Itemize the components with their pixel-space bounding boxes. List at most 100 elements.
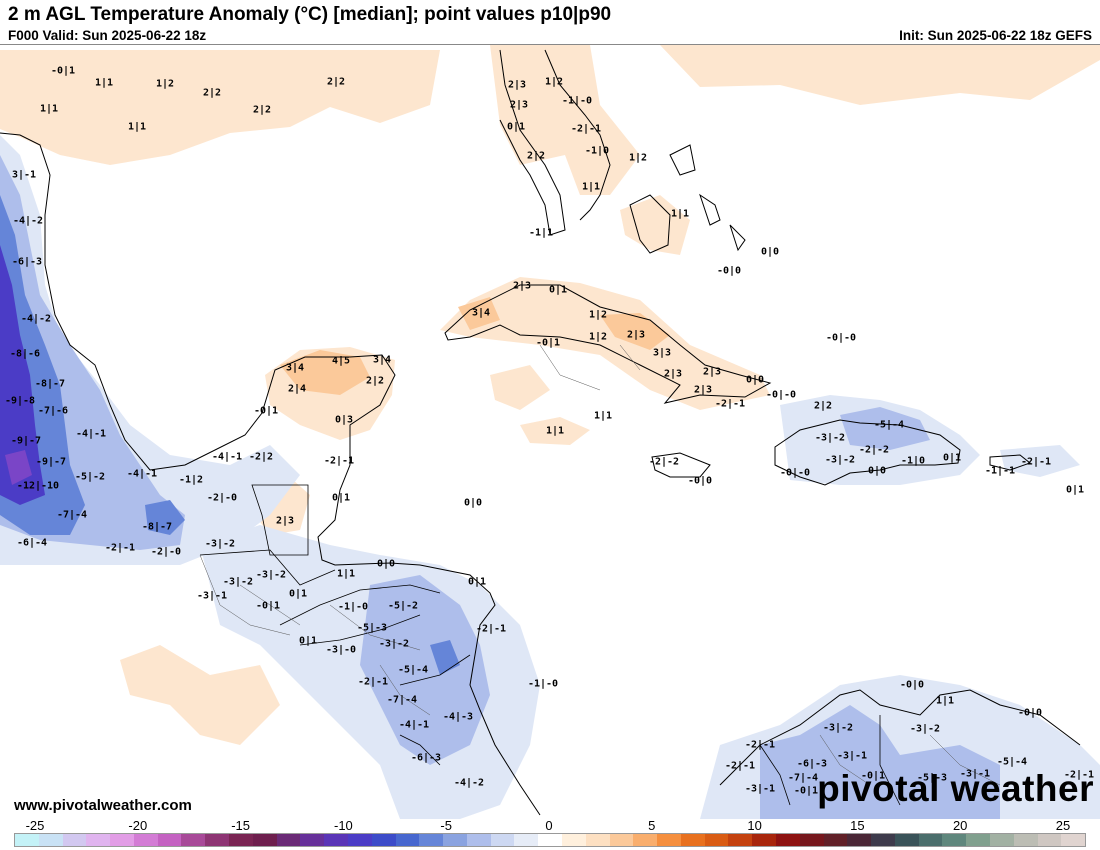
point-value-label: 0|0	[376, 558, 396, 570]
colorbar-tick-label: 0	[545, 818, 553, 833]
point-value-label: -6|-3	[11, 256, 43, 268]
point-value-label: 2|3	[275, 515, 295, 527]
point-value-label: -1|0	[584, 145, 610, 157]
point-value-label: -0|0	[1017, 707, 1043, 719]
point-value-label: 1|2	[155, 78, 175, 90]
point-value-label: -7|-4	[56, 509, 88, 521]
colorbar-swatch	[157, 834, 182, 846]
point-value-label: -2|-1	[570, 123, 602, 135]
point-value-label: -4|-1	[75, 428, 107, 440]
point-value-label: -3|-2	[378, 638, 410, 650]
point-value-label: -0|0	[716, 265, 742, 277]
colorbar-tick-label: 25	[1055, 818, 1071, 833]
brand-logo: pivotal weather	[817, 768, 1094, 809]
colorbar-swatch	[823, 834, 848, 846]
point-value-label: -6|-4	[16, 537, 48, 549]
point-value-label: 2|3	[626, 329, 646, 341]
point-value-label: -2|-0	[206, 492, 238, 504]
colorbar-swatch	[776, 834, 800, 846]
point-value-label: -3|-1	[744, 783, 776, 795]
point-value-label: -1|1	[528, 227, 554, 239]
cold-areas	[0, 155, 1000, 819]
point-value-label: -1|-0	[561, 95, 593, 107]
point-value-label: -5|-4	[996, 756, 1028, 768]
colorbar-swatch	[133, 834, 158, 846]
colorbar-swatch	[300, 834, 325, 846]
point-value-label: -2|-0	[150, 546, 182, 558]
point-value-label: -5|-4	[397, 664, 429, 676]
colorbar-swatch	[276, 834, 301, 846]
colorbar-swatch	[680, 834, 705, 846]
point-value-label: 2|2	[813, 400, 833, 412]
colorbar-swatch	[252, 834, 277, 846]
point-value-label: -6|-3	[410, 752, 442, 764]
point-value-label: -2|-2	[858, 444, 890, 456]
point-value-label: 1|1	[127, 121, 147, 133]
point-value-label: 1|1	[39, 103, 59, 115]
colorbar-swatch	[205, 834, 230, 846]
point-value-label: -5|-3	[356, 622, 388, 634]
point-value-label: 2|2	[202, 87, 222, 99]
point-value-label: -9|-7	[10, 435, 42, 447]
colorbar-swatch	[1061, 834, 1086, 846]
colorbar-swatch	[633, 834, 658, 846]
point-value-label: -9|-8	[4, 395, 36, 407]
point-value-label: 2|4	[287, 383, 307, 395]
point-value-label: 0|1	[1065, 484, 1085, 496]
colorbar-swatch	[894, 834, 919, 846]
colorbar-swatch	[942, 834, 967, 846]
point-value-label: 1|1	[935, 695, 955, 707]
init-time: Init: Sun 2025-06-22 18z GEFS	[899, 28, 1092, 43]
point-value-label: -4|-1	[211, 451, 243, 463]
colorbar-swatch	[1013, 834, 1038, 846]
point-value-label: 2|2	[365, 375, 385, 387]
point-value-label: 1|1	[670, 208, 690, 220]
colorbar-swatch	[324, 834, 348, 846]
point-value-label: -0|-0	[825, 332, 857, 344]
point-value-label: 1|2	[544, 76, 564, 88]
point-value-label: 3|-1	[11, 169, 37, 181]
colorbar-swatch	[86, 834, 111, 846]
point-value-label: 3|4	[285, 362, 305, 374]
colorbar-tick-label: -25	[25, 818, 45, 833]
website-url: www.pivotalweather.com	[14, 797, 192, 814]
point-value-label: -3|-1	[836, 750, 868, 762]
point-value-label: 1|2	[588, 331, 608, 343]
point-value-label: -1|0	[900, 455, 926, 467]
point-value-label: -1|-1	[984, 465, 1016, 477]
point-value-label: -4|-1	[126, 468, 158, 480]
colorbar-swatch	[918, 834, 943, 846]
point-value-label: 2|3	[702, 366, 722, 378]
point-value-label: -5|-4	[873, 419, 905, 431]
point-value-label: 3|3	[652, 347, 672, 359]
point-value-label: 4|5	[331, 355, 351, 367]
colorbar-swatch	[561, 834, 586, 846]
point-value-label: -2|-1	[323, 455, 355, 467]
colorbar-swatch	[704, 834, 729, 846]
point-value-label: 2|3	[693, 384, 713, 396]
point-value-label: 2|3	[663, 368, 683, 380]
point-value-label: -1|2	[178, 474, 204, 486]
point-value-label: -4|-2	[12, 215, 44, 227]
point-value-label: -5|-2	[74, 471, 106, 483]
point-value-label: -5|-2	[387, 600, 419, 612]
map-title: 2 m AGL Temperature Anomaly (°C) [median…	[8, 4, 612, 25]
point-value-label: -3|-2	[814, 432, 846, 444]
point-value-label: 2|3	[507, 79, 527, 91]
point-value-label: 0|1	[548, 284, 568, 296]
colorbar-tick-label: 5	[648, 818, 656, 833]
coldest-areas	[5, 450, 32, 485]
colorbar-tick-label: 20	[952, 818, 968, 833]
point-value-label: -7|-6	[37, 405, 69, 417]
valid-time: F000 Valid: Sun 2025-06-22 18z	[8, 28, 207, 43]
colorbar-swatch	[847, 834, 872, 846]
colorbar-swatch	[38, 834, 63, 846]
point-value-label: -2|-1	[104, 542, 136, 554]
point-value-label: -12|-10	[16, 480, 60, 492]
warm-anomaly-areas	[0, 45, 1100, 745]
colorbar-tick-label: -10	[333, 818, 353, 833]
colorbar-swatch	[443, 834, 467, 846]
point-value-label: 1|1	[581, 181, 601, 193]
point-value-label: -5|-3	[916, 772, 948, 784]
colorbar-swatch	[419, 834, 444, 846]
